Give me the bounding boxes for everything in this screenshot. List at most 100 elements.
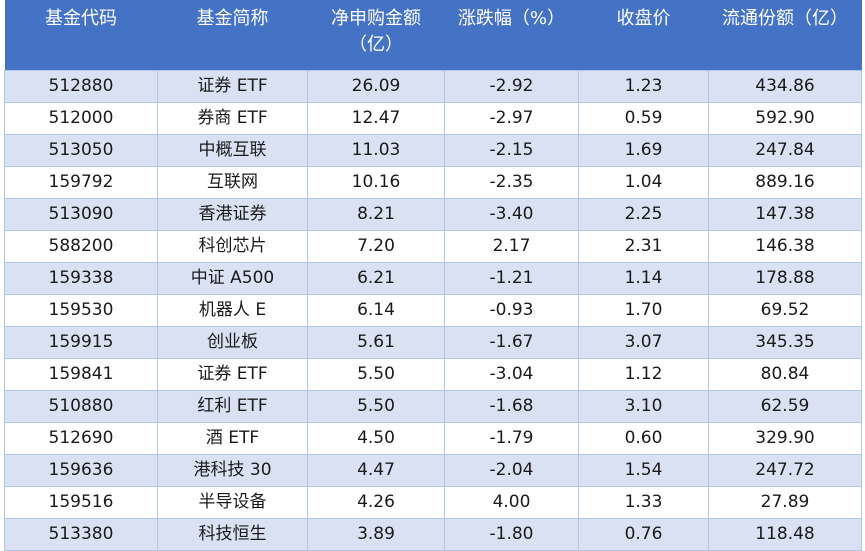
- table-row: 512880 证券 ETF 26.09 -2.92 1.23 434.86: [4, 70, 862, 103]
- table-row: 513380 科技恒生 3.89 -1.80 0.76 118.48: [4, 518, 862, 551]
- table-row: 513050 中概互联 11.03 -2.15 1.69 247.84: [4, 134, 862, 167]
- cell-close-price: 0.59: [578, 102, 709, 135]
- header-close-price: 收盘价: [578, 0, 709, 71]
- cell-net-subscription: 3.89: [307, 518, 445, 551]
- cell-circulating-shares: 27.89: [708, 486, 862, 519]
- cell-fund-code: 159530: [4, 294, 158, 327]
- cell-net-subscription: 6.14: [307, 294, 445, 327]
- table-row: 159636 港科技 30 4.47 -2.04 1.54 247.72: [4, 454, 862, 487]
- cell-fund-name: 香港证券: [157, 198, 308, 231]
- header-fund-code: 基金代码: [4, 0, 158, 71]
- cell-close-price: 3.10: [578, 390, 709, 423]
- cell-fund-code: 512690: [4, 422, 158, 455]
- cell-net-subscription: 4.47: [307, 454, 445, 487]
- cell-fund-name: 科技恒生: [157, 518, 308, 551]
- cell-circulating-shares: 178.88: [708, 262, 862, 295]
- cell-fund-name: 红利 ETF: [157, 390, 308, 423]
- cell-change-pct: -2.92: [444, 70, 579, 103]
- table-row: 513090 香港证券 8.21 -3.40 2.25 147.38: [4, 198, 862, 231]
- cell-fund-code: 513050: [4, 134, 158, 167]
- etf-flow-table: 基金代码 基金简称 净申购金额（亿） 涨跌幅（%） 收盘价 流通份额（亿） 51…: [4, 0, 862, 551]
- table-row: 510880 红利 ETF 5.50 -1.68 3.10 62.59: [4, 390, 862, 423]
- cell-change-pct: -3.40: [444, 198, 579, 231]
- cell-change-pct: -1.79: [444, 422, 579, 455]
- cell-net-subscription: 26.09: [307, 70, 445, 103]
- cell-circulating-shares: 69.52: [708, 294, 862, 327]
- cell-circulating-shares: 247.72: [708, 454, 862, 487]
- cell-fund-name: 港科技 30: [157, 454, 308, 487]
- table-body: 512880 证券 ETF 26.09 -2.92 1.23 434.86 512000 券商…: [4, 70, 862, 551]
- cell-fund-code: 159915: [4, 326, 158, 359]
- cell-close-price: 0.60: [578, 422, 709, 455]
- etf-table-container: 基金代码 基金简称 净申购金额（亿） 涨跌幅（%） 收盘价 流通份额（亿） 51…: [4, 0, 862, 551]
- cell-change-pct: -1.80: [444, 518, 579, 551]
- cell-net-subscription: 6.21: [307, 262, 445, 295]
- cell-close-price: 2.31: [578, 230, 709, 263]
- cell-circulating-shares: 147.38: [708, 198, 862, 231]
- cell-fund-code: 159338: [4, 262, 158, 295]
- cell-fund-code: 513380: [4, 518, 158, 551]
- cell-fund-code: 512000: [4, 102, 158, 135]
- cell-net-subscription: 8.21: [307, 198, 445, 231]
- cell-fund-code: 159636: [4, 454, 158, 487]
- header-row: 基金代码 基金简称 净申购金额（亿） 涨跌幅（%） 收盘价 流通份额（亿）: [4, 0, 862, 71]
- cell-circulating-shares: 889.16: [708, 166, 862, 199]
- header-net-subscription: 净申购金额（亿）: [307, 0, 445, 71]
- cell-fund-name: 券商 ETF: [157, 102, 308, 135]
- cell-change-pct: 4.00: [444, 486, 579, 519]
- cell-close-price: 1.70: [578, 294, 709, 327]
- table-row: 159915 创业板 5.61 -1.67 3.07 345.35: [4, 326, 862, 359]
- cell-change-pct: -1.67: [444, 326, 579, 359]
- cell-circulating-shares: 434.86: [708, 70, 862, 103]
- cell-change-pct: -1.21: [444, 262, 579, 295]
- cell-fund-code: 513090: [4, 198, 158, 231]
- cell-circulating-shares: 118.48: [708, 518, 862, 551]
- cell-fund-name: 机器人 E: [157, 294, 308, 327]
- cell-net-subscription: 4.50: [307, 422, 445, 455]
- table-row: 159530 机器人 E 6.14 -0.93 1.70 69.52: [4, 294, 862, 327]
- cell-close-price: 1.69: [578, 134, 709, 167]
- cell-fund-name: 中概互联: [157, 134, 308, 167]
- cell-change-pct: -3.04: [444, 358, 579, 391]
- cell-fund-name: 互联网: [157, 166, 308, 199]
- cell-circulating-shares: 146.38: [708, 230, 862, 263]
- cell-fund-name: 中证 A500: [157, 262, 308, 295]
- table-row: 159338 中证 A500 6.21 -1.21 1.14 178.88: [4, 262, 862, 295]
- cell-close-price: 3.07: [578, 326, 709, 359]
- table-row: 159792 互联网 10.16 -2.35 1.04 889.16: [4, 166, 862, 199]
- cell-fund-name: 半导设备: [157, 486, 308, 519]
- cell-circulating-shares: 592.90: [708, 102, 862, 135]
- table-row: 512000 券商 ETF 12.47 -2.97 0.59 592.90: [4, 102, 862, 135]
- cell-fund-name: 证券 ETF: [157, 358, 308, 391]
- cell-change-pct: -2.97: [444, 102, 579, 135]
- cell-change-pct: -0.93: [444, 294, 579, 327]
- cell-fund-code: 159792: [4, 166, 158, 199]
- table-row: 512690 酒 ETF 4.50 -1.79 0.60 329.90: [4, 422, 862, 455]
- cell-circulating-shares: 80.84: [708, 358, 862, 391]
- cell-change-pct: -1.68: [444, 390, 579, 423]
- cell-fund-name: 创业板: [157, 326, 308, 359]
- cell-net-subscription: 5.50: [307, 390, 445, 423]
- table-row: 159841 证券 ETF 5.50 -3.04 1.12 80.84: [4, 358, 862, 391]
- cell-net-subscription: 11.03: [307, 134, 445, 167]
- table-row: 588200 科创芯片 7.20 2.17 2.31 146.38: [4, 230, 862, 263]
- cell-fund-code: 512880: [4, 70, 158, 103]
- cell-close-price: 1.14: [578, 262, 709, 295]
- cell-circulating-shares: 329.90: [708, 422, 862, 455]
- cell-close-price: 2.25: [578, 198, 709, 231]
- cell-net-subscription: 12.47: [307, 102, 445, 135]
- cell-fund-name: 科创芯片: [157, 230, 308, 263]
- cell-fund-code: 510880: [4, 390, 158, 423]
- cell-net-subscription: 5.61: [307, 326, 445, 359]
- cell-fund-code: 159516: [4, 486, 158, 519]
- header-fund-name: 基金简称: [157, 0, 308, 71]
- table-row: 159516 半导设备 4.26 4.00 1.33 27.89: [4, 486, 862, 519]
- header-circulating-shares: 流通份额（亿）: [708, 0, 862, 71]
- cell-change-pct: -2.15: [444, 134, 579, 167]
- cell-change-pct: 2.17: [444, 230, 579, 263]
- cell-close-price: 1.33: [578, 486, 709, 519]
- cell-net-subscription: 5.50: [307, 358, 445, 391]
- cell-close-price: 1.23: [578, 70, 709, 103]
- header-change-pct: 涨跌幅（%）: [444, 0, 579, 71]
- cell-circulating-shares: 345.35: [708, 326, 862, 359]
